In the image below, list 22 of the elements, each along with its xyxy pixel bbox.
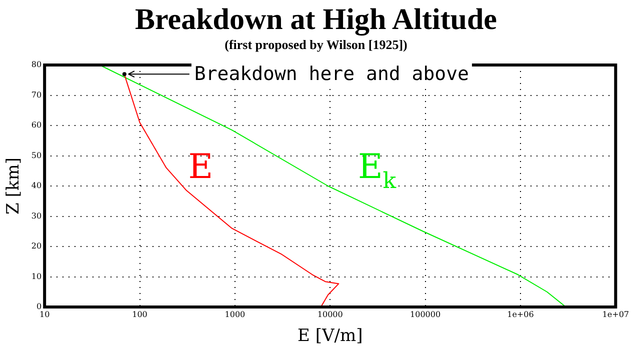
- x-tick-label: 100: [132, 310, 148, 319]
- y-tick-label: 60: [31, 120, 42, 130]
- chart-title: Breakdown at High Altitude: [134, 2, 498, 38]
- y-tick-label: 40: [31, 181, 42, 190]
- x-tick-label: 1e+07: [602, 310, 630, 319]
- x-tick-label: 1000: [224, 310, 246, 319]
- x-tick-label: 100000: [410, 310, 441, 319]
- x-tick-label: 10: [39, 310, 50, 319]
- x-axis-title: E [V/m]: [298, 326, 363, 346]
- y-tick-label: 80: [31, 60, 42, 70]
- chart-subtitle: (first proposed by Wilson [1925]): [224, 37, 408, 53]
- y-tick-label: 20: [31, 242, 42, 251]
- y-tick-label: 0: [36, 302, 42, 312]
- y-tick-label: 30: [31, 211, 42, 220]
- annotation: Breakdown here and above: [194, 63, 469, 86]
- series-label: E: [188, 146, 214, 187]
- x-tick-label: 1e+06: [507, 310, 534, 319]
- y-axis-title: Z [km]: [4, 158, 24, 214]
- y-tick-label: 70: [31, 90, 42, 100]
- y-tick-label: 50: [31, 150, 42, 160]
- y-tick-label: 10: [31, 272, 42, 281]
- x-tick-label: 10000: [317, 310, 343, 319]
